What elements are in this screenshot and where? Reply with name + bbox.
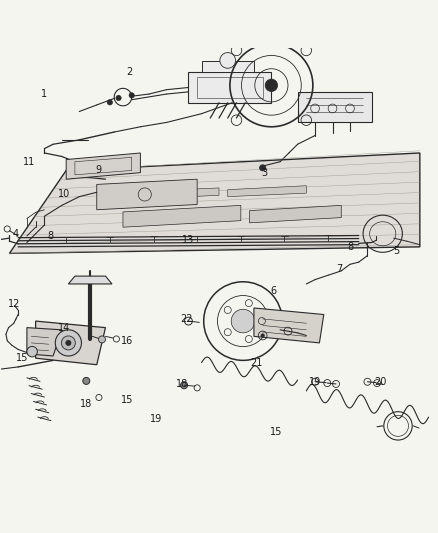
Polygon shape (68, 276, 112, 284)
Polygon shape (27, 328, 62, 356)
Circle shape (180, 382, 187, 389)
Text: 19: 19 (149, 414, 162, 424)
Circle shape (27, 346, 37, 357)
Polygon shape (228, 185, 306, 197)
Text: 15: 15 (16, 353, 29, 363)
Text: 22: 22 (180, 314, 193, 324)
Text: 8: 8 (48, 231, 54, 241)
Text: 15: 15 (121, 394, 134, 405)
Circle shape (61, 336, 75, 350)
Circle shape (261, 334, 265, 337)
Circle shape (99, 336, 106, 343)
Polygon shape (123, 205, 241, 227)
Polygon shape (297, 92, 372, 123)
Text: 3: 3 (262, 168, 268, 177)
Polygon shape (10, 153, 420, 253)
Text: 18: 18 (176, 379, 188, 390)
Text: 2: 2 (127, 67, 133, 77)
Circle shape (129, 93, 134, 98)
Polygon shape (141, 188, 219, 199)
Polygon shape (35, 321, 106, 365)
Text: 18: 18 (80, 399, 92, 409)
Text: 20: 20 (374, 377, 387, 387)
Text: 7: 7 (336, 264, 342, 273)
Circle shape (66, 340, 71, 345)
Text: 9: 9 (96, 165, 102, 175)
Circle shape (231, 309, 255, 333)
Polygon shape (201, 61, 254, 72)
Text: 10: 10 (58, 189, 70, 199)
Polygon shape (66, 153, 141, 179)
Circle shape (55, 330, 81, 356)
Text: 19: 19 (309, 377, 321, 387)
Circle shape (107, 100, 113, 105)
Circle shape (265, 79, 278, 92)
Text: 15: 15 (269, 427, 282, 438)
Polygon shape (97, 179, 197, 210)
Text: 5: 5 (393, 246, 399, 256)
Text: 11: 11 (23, 157, 35, 167)
Circle shape (83, 377, 90, 384)
Text: 8: 8 (347, 242, 353, 252)
Text: 13: 13 (182, 235, 194, 245)
Text: 12: 12 (7, 298, 20, 309)
Text: 21: 21 (250, 358, 262, 368)
Polygon shape (250, 205, 341, 223)
Text: 14: 14 (58, 322, 70, 333)
Polygon shape (188, 72, 272, 103)
Text: 16: 16 (121, 336, 134, 346)
Polygon shape (254, 308, 324, 343)
Circle shape (260, 165, 266, 171)
Circle shape (116, 95, 121, 101)
Text: 6: 6 (271, 286, 277, 295)
Circle shape (220, 53, 236, 68)
Text: 1: 1 (41, 89, 47, 99)
Text: 4: 4 (13, 229, 19, 239)
